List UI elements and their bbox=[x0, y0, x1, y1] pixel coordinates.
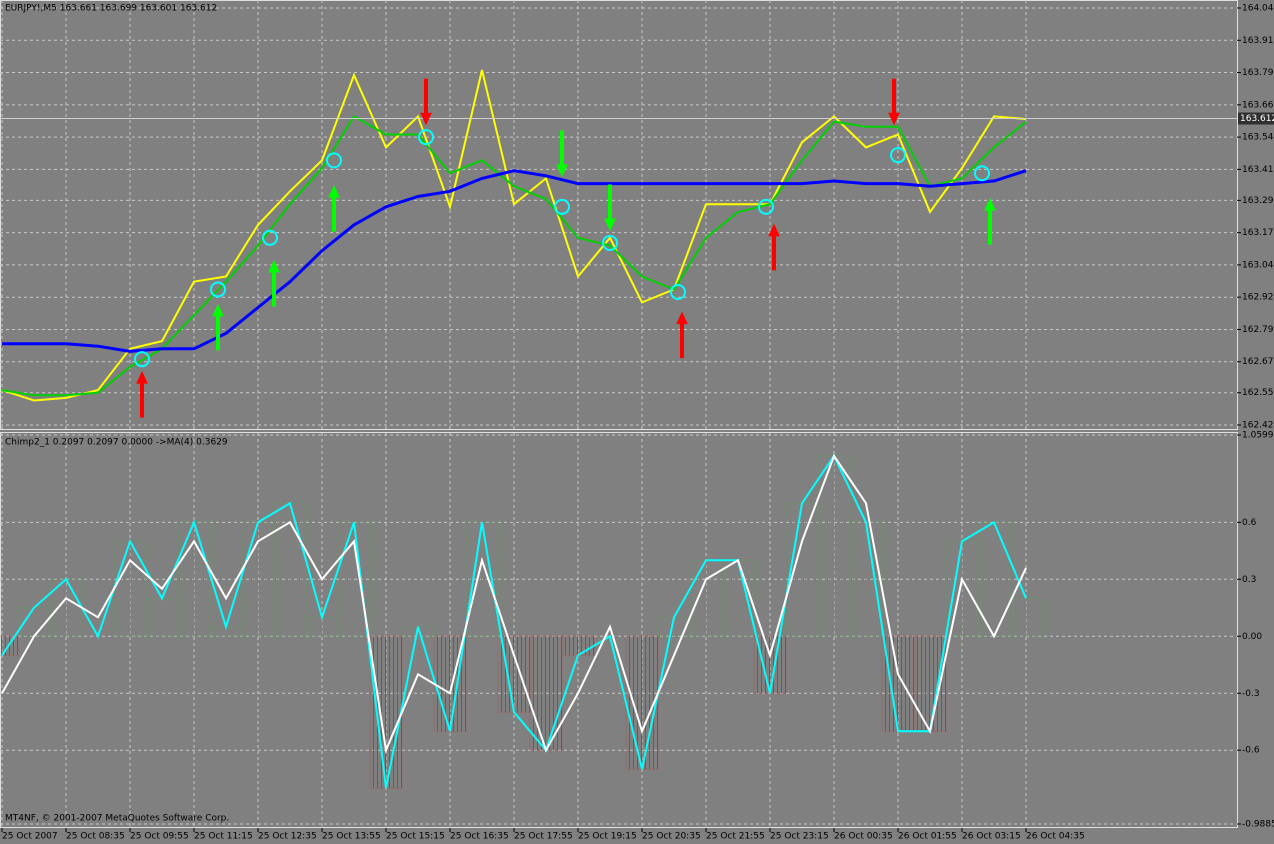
histogram-bar bbox=[753, 635, 787, 694]
y-tick-label: 163.540 bbox=[1242, 133, 1274, 143]
signal-circle bbox=[210, 281, 226, 298]
series-line bbox=[1, 69, 1027, 402]
signal-circle bbox=[554, 198, 570, 215]
x-tick-label: 25 Oct 13:55 bbox=[322, 832, 381, 842]
histogram-bar bbox=[881, 635, 915, 732]
histogram-bar bbox=[625, 635, 659, 770]
signal-arrow bbox=[136, 370, 148, 418]
signal-arrow bbox=[212, 303, 224, 351]
x-tick-label: 25 Oct 12:35 bbox=[258, 832, 317, 842]
current-price-label: 163.612 bbox=[1240, 114, 1274, 124]
y-tick-label: 163.045 bbox=[1242, 260, 1274, 270]
x-tick-label: 25 Oct 16:35 bbox=[450, 832, 509, 842]
x-tick-label: 26 Oct 00:35 bbox=[834, 832, 893, 842]
histogram-bar bbox=[945, 540, 979, 637]
signal-arrow bbox=[420, 78, 432, 126]
histogram-bar bbox=[817, 455, 851, 637]
x-tick-label: 25 Oct 17:55 bbox=[514, 832, 573, 842]
histogram-bar bbox=[977, 521, 1011, 637]
histogram-bar bbox=[1009, 597, 1043, 637]
x-tick-label: 25 Oct 2007 bbox=[2, 832, 58, 842]
histogram-bar bbox=[913, 635, 947, 732]
signal-circle bbox=[418, 129, 434, 146]
signal-arrow bbox=[676, 311, 688, 359]
histogram-bar bbox=[145, 597, 179, 637]
y-tick-label: -0.6 bbox=[1242, 746, 1260, 756]
x-tick-label: 26 Oct 04:35 bbox=[1026, 832, 1085, 842]
y-tick-label: 0.6 bbox=[1242, 518, 1257, 528]
y-tick-label: 1.0599 bbox=[1242, 431, 1274, 441]
x-tick-label: 25 Oct 11:15 bbox=[194, 832, 253, 842]
signal-arrow bbox=[604, 184, 616, 232]
x-tick-label: 25 Oct 08:35 bbox=[66, 832, 125, 842]
series-line bbox=[1, 453, 1027, 754]
x-tick-label: 26 Oct 01:55 bbox=[898, 832, 957, 842]
signal-arrow bbox=[888, 78, 900, 126]
x-tick-label: 25 Oct 23:15 bbox=[770, 832, 829, 842]
signal-circle bbox=[134, 351, 150, 368]
histogram-bar bbox=[561, 635, 595, 656]
histogram-bar bbox=[369, 635, 403, 789]
signal-arrow bbox=[268, 259, 280, 307]
signal-circle bbox=[326, 152, 342, 169]
signal-circle bbox=[758, 198, 774, 215]
histogram-bar bbox=[177, 521, 211, 637]
histogram-bar bbox=[49, 578, 83, 637]
histogram-bar bbox=[529, 635, 563, 751]
x-tick-label: 26 Oct 03:15 bbox=[962, 832, 1021, 842]
y-tick-label: 163.295 bbox=[1242, 196, 1274, 206]
y-tick-label: -0.9885 bbox=[1242, 820, 1274, 830]
indicator-pane bbox=[0, 432, 1238, 828]
signal-circle bbox=[890, 147, 906, 164]
y-tick-label: 162.425 bbox=[1242, 421, 1274, 431]
x-tick-label: 25 Oct 15:15 bbox=[386, 832, 445, 842]
y-tick-label: 163.415 bbox=[1242, 165, 1274, 175]
y-tick-label: 163.915 bbox=[1242, 36, 1274, 46]
y-tick-label: 164.040 bbox=[1242, 4, 1274, 14]
histogram-bar bbox=[273, 502, 307, 637]
y-tick-label: 162.550 bbox=[1242, 388, 1274, 398]
x-tick-label: 25 Oct 21:55 bbox=[706, 832, 765, 842]
signal-circle bbox=[670, 284, 686, 301]
signal-arrow bbox=[328, 184, 340, 232]
y-tick-label: 0.3 bbox=[1242, 575, 1256, 585]
series-line bbox=[1, 115, 1027, 397]
y-tick-label: 163.790 bbox=[1242, 68, 1274, 78]
signal-arrow bbox=[556, 130, 568, 178]
current-price-box bbox=[1238, 112, 1274, 125]
x-tick-label: 25 Oct 09:55 bbox=[130, 832, 189, 842]
histogram-bar bbox=[113, 540, 147, 637]
signal-arrow bbox=[984, 197, 996, 245]
histogram-bar bbox=[721, 559, 755, 637]
signal-arrow bbox=[768, 223, 780, 271]
histogram-bar bbox=[465, 521, 499, 637]
histogram-bar bbox=[241, 521, 275, 637]
x-tick-label: 25 Oct 20:35 bbox=[642, 832, 701, 842]
y-tick-label: 162.795 bbox=[1242, 325, 1274, 335]
y-tick-label: -0.3 bbox=[1242, 689, 1260, 699]
copyright: MT4NF, © 2001-2007 MetaQuotes Software C… bbox=[5, 814, 229, 824]
x-tick-label: 25 Oct 19:15 bbox=[578, 832, 637, 842]
y-tick-label: 163.665 bbox=[1242, 100, 1274, 110]
symbol-info: EURJPY!,M5 163.661 163.699 163.601 163.6… bbox=[5, 4, 217, 14]
signal-circle bbox=[974, 165, 990, 182]
price-pane bbox=[0, 0, 1238, 430]
signal-circle bbox=[262, 229, 278, 246]
indicator-info: Chimp2_1 0.2097 0.2097 0.0000 ->MA(4) 0.… bbox=[5, 438, 228, 448]
signal-circle bbox=[602, 234, 618, 251]
y-tick-label: 162.920 bbox=[1242, 293, 1274, 303]
histogram-bar bbox=[849, 521, 883, 637]
y-tick-label: 162.670 bbox=[1242, 357, 1274, 367]
y-tick-label: 163.170 bbox=[1242, 228, 1274, 238]
series-line bbox=[2, 169, 1027, 353]
y-tick-label: 0.00 bbox=[1242, 632, 1262, 642]
